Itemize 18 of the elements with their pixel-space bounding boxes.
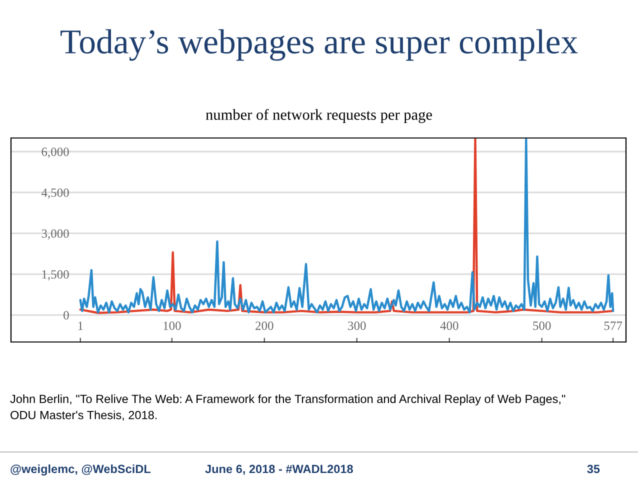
y-tick-label: 3,000	[42, 229, 69, 240]
y-tick-label: 4,500	[41, 188, 69, 199]
x-tick-label: 1	[78, 322, 83, 330]
x-tick-label: 500	[533, 322, 551, 330]
x-tick-label: 400	[440, 322, 458, 330]
chart-title: Today’s webpages are super complex	[60, 29, 578, 61]
y-tick-label: 0	[64, 311, 69, 320]
y-tick-label: 6,000	[42, 148, 69, 158]
x-tick-label: 300	[348, 322, 366, 330]
chart-subtitle: number of network requests per page	[206, 108, 432, 124]
y-tick-label: 1,500	[42, 270, 69, 280]
text: 35	[587, 464, 600, 474]
text: John Berlin, "To Relive The Web: A Framework for the Transformation and Archival Replay of Web Pages," ODU Master's Thesis, 2018.	[10, 394, 566, 421]
x-tick-label: 100	[164, 322, 181, 330]
x-tick-label: 200	[256, 322, 274, 330]
text: June 6, 2018 - #WADL2018	[205, 464, 353, 475]
x-tick-label: 577	[604, 322, 622, 330]
text: @weiglemc, @WebSciDL	[10, 464, 151, 476]
